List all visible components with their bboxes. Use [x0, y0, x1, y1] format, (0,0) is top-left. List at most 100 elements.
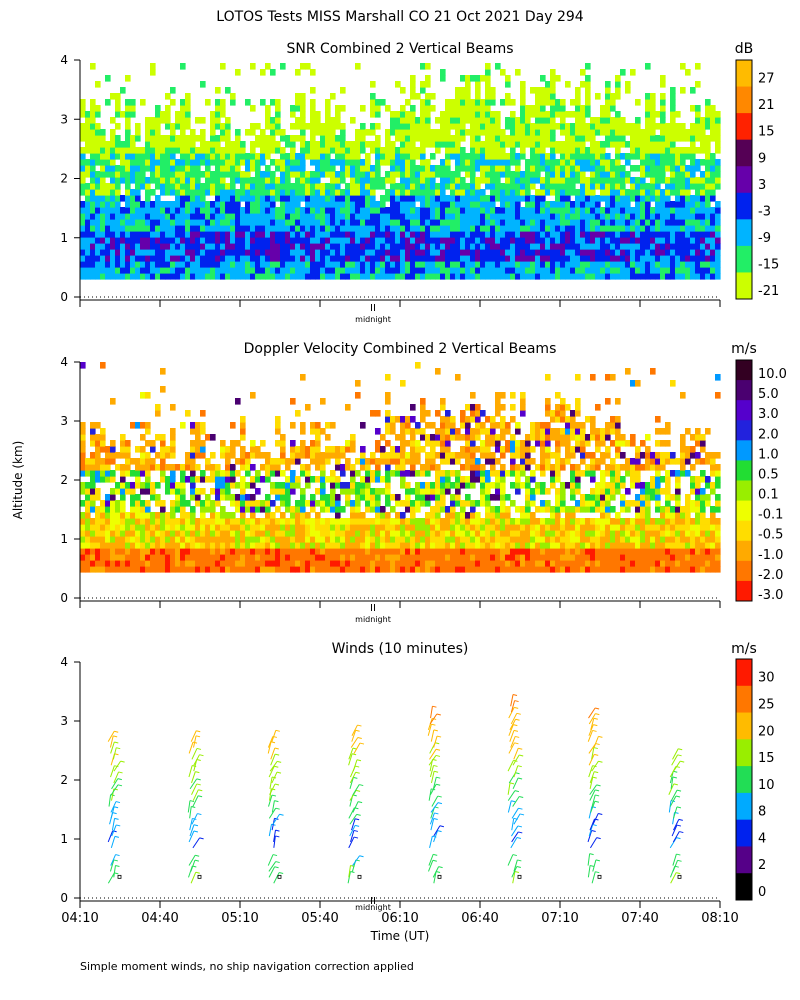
doppler-cell	[335, 446, 341, 453]
snr-cell	[230, 141, 236, 148]
snr-cell	[480, 243, 486, 250]
snr-cell	[500, 243, 506, 250]
doppler-cell	[150, 560, 156, 567]
snr-cell	[340, 273, 346, 280]
snr-cell	[580, 273, 586, 280]
snr-cell	[565, 237, 571, 244]
snr-cell	[125, 99, 131, 106]
doppler-cell	[80, 554, 86, 561]
doppler-cell	[370, 500, 376, 507]
snr-cell	[345, 213, 351, 220]
snr-cell	[165, 177, 171, 184]
snr-cell	[380, 273, 386, 280]
snr-cell	[535, 213, 541, 220]
snr-cell	[590, 183, 596, 190]
snr-cell	[100, 249, 106, 256]
snr-cell	[440, 177, 446, 184]
snr-cell	[195, 273, 201, 280]
snr-cell	[140, 147, 146, 154]
snr-cell	[355, 177, 361, 184]
snr-cell	[635, 243, 641, 250]
snr-cell	[555, 273, 561, 280]
snr-cell	[360, 165, 366, 172]
doppler-cell	[85, 458, 91, 465]
snr-cell	[615, 129, 621, 136]
doppler-cell	[100, 566, 106, 573]
doppler-cell	[105, 512, 111, 519]
snr-cell	[360, 195, 366, 202]
snr-cell	[265, 231, 271, 238]
snr-cell	[305, 213, 311, 220]
snr-cell	[120, 159, 126, 166]
snr-cell	[605, 87, 611, 94]
snr-cell	[145, 159, 151, 166]
snr-cell	[715, 123, 721, 130]
snr-cell	[570, 165, 576, 172]
doppler-cell	[90, 524, 96, 531]
doppler-cell	[235, 536, 241, 543]
snr-cell	[275, 255, 281, 262]
snr-cell	[430, 219, 436, 226]
doppler-cell	[255, 476, 261, 483]
snr-cell	[685, 165, 691, 172]
snr-cell	[525, 237, 531, 244]
snr-cell	[710, 195, 716, 202]
snr-cell	[585, 63, 591, 70]
doppler-cell	[240, 542, 246, 549]
snr-cell	[690, 225, 696, 232]
snr-cell	[585, 87, 591, 94]
snr-cell	[485, 153, 491, 160]
snr-cell	[665, 123, 671, 130]
snr-cell	[395, 111, 401, 118]
snr-cell	[570, 207, 576, 214]
snr-cell	[675, 255, 681, 262]
snr-cell	[245, 237, 251, 244]
doppler-cell	[285, 482, 291, 489]
snr-cell	[210, 177, 216, 184]
snr-cell	[150, 219, 156, 226]
snr-cell	[265, 237, 271, 244]
snr-cell	[130, 273, 136, 280]
doppler-cell	[120, 488, 126, 495]
doppler-cell	[80, 422, 86, 429]
snr-cell	[560, 189, 566, 196]
doppler-cell	[330, 446, 336, 453]
snr-cell	[160, 117, 166, 124]
doppler-cell	[350, 476, 356, 483]
snr-cell	[390, 153, 396, 160]
snr-cell	[115, 147, 121, 154]
snr-cell	[670, 93, 676, 100]
snr-cell	[155, 207, 161, 214]
snr-cell	[220, 195, 226, 202]
snr-cell	[85, 123, 91, 130]
snr-cell	[510, 111, 516, 118]
snr-cell	[610, 117, 616, 124]
snr-cell	[130, 99, 136, 106]
snr-cell	[485, 201, 491, 208]
doppler-cell	[210, 530, 216, 537]
doppler-cell	[170, 524, 176, 531]
doppler-cell	[180, 518, 186, 525]
snr-cell	[310, 207, 316, 214]
snr-cell	[460, 165, 466, 172]
doppler-cell	[90, 554, 96, 561]
snr-cell	[125, 183, 131, 190]
snr-cell	[385, 255, 391, 262]
snr-cell	[265, 147, 271, 154]
snr-cell	[100, 165, 106, 172]
snr-cell	[645, 99, 651, 106]
snr-cell	[510, 207, 516, 214]
doppler-cell	[145, 536, 151, 543]
doppler-cell	[90, 434, 96, 441]
doppler-cell	[210, 512, 216, 519]
doppler-cell	[205, 560, 211, 567]
snr-cell	[255, 261, 261, 268]
snr-cell	[545, 111, 551, 118]
snr-cell	[150, 153, 156, 160]
doppler-cell	[185, 554, 191, 561]
snr-cell	[570, 237, 576, 244]
snr-cell	[560, 117, 566, 124]
snr-cell	[450, 219, 456, 226]
snr-cell	[195, 171, 201, 178]
